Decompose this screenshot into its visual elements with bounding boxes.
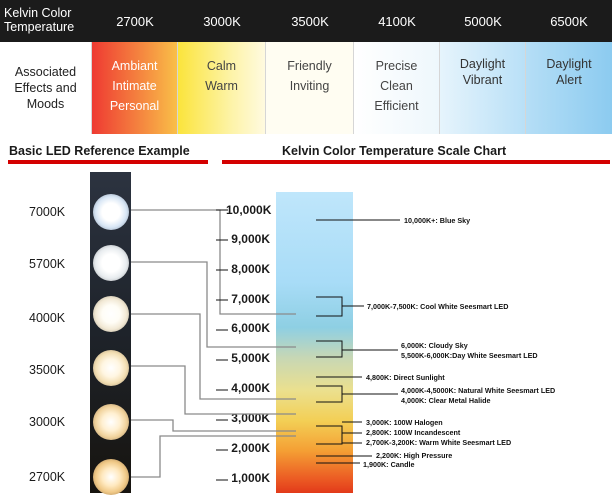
scale-label: 6,000K <box>231 321 270 335</box>
led-label: 3500K <box>29 363 66 377</box>
note-metal-halide: 4,000K: Clear Metal Halide <box>401 396 491 405</box>
title-underline-left <box>8 160 208 164</box>
led-label: 5700K <box>29 257 66 271</box>
header-6500k: 6500K <box>526 0 612 42</box>
note-warm-white: 2,700K-3,200K: Warm White Seesmart LED <box>366 438 512 447</box>
connector-3500k <box>131 365 296 415</box>
header-kelvin: 2700K <box>116 13 154 29</box>
scale-label: 10,000K <box>226 203 272 217</box>
led-reference-title: Basic LED Reference Example <box>9 144 190 158</box>
kelvin-scale-bar <box>276 192 353 493</box>
mood-cell-6500k: Daylight Alert <box>526 42 612 134</box>
note-blue-sky: 10,000K+: Blue Sky <box>404 216 471 225</box>
table-header-title: Kelvin Color Temperature <box>0 0 92 42</box>
header-kelvin: 3500K <box>291 13 329 29</box>
kelvin-mood-table: Kelvin Color Temperature 2700K 3000K 350… <box>0 0 612 136</box>
led-5700k <box>93 245 129 281</box>
mood-text: Inviting <box>289 79 330 93</box>
note-natural-white: 4,000K-4,5000K: Natural White Seesmart L… <box>401 386 556 395</box>
led-connectors <box>131 209 296 478</box>
header-title-text: Kelvin Color Temperature <box>4 6 75 34</box>
mood-text: Vibrant <box>462 73 503 87</box>
led-label: 2700K <box>29 470 66 484</box>
note-direct-sunlight: 4,800K: Direct Sunlight <box>366 373 445 382</box>
mood-text: Personal <box>109 99 160 113</box>
connector-4000k <box>131 313 296 400</box>
header-kelvin: 4100K <box>378 13 416 29</box>
note-cloudy-sky: 6,000K: Cloudy Sky <box>401 341 468 350</box>
pointer-cool-white <box>316 296 343 317</box>
led-3000k <box>93 404 129 440</box>
header-3000k: 3000K <box>178 0 266 42</box>
note-halogen: 3,000K: 100W Halogen <box>366 418 443 427</box>
mood-cell-5000k: Daylight Vibrant <box>440 42 526 134</box>
header-kelvin: 5000K <box>464 13 502 29</box>
pointer-natural-white <box>316 385 343 403</box>
note-candle: 1,900K: Candle <box>363 460 415 469</box>
note-high-pressure: 2,200K: High Pressure <box>376 451 453 460</box>
mood-text: Daylight <box>459 57 506 71</box>
mood-text: Efficient <box>374 99 419 113</box>
led-label: 7000K <box>29 205 66 219</box>
scale-label: 7,000K <box>231 292 270 306</box>
led-3500k <box>93 350 129 386</box>
row-label-text: Associated Effects and Moods <box>14 65 77 111</box>
led-label: 4000K <box>29 311 66 325</box>
header-kelvin: 6500K <box>550 13 588 29</box>
title-underline-right <box>222 160 610 164</box>
mood-cell-3500k: Friendly Inviting <box>266 42 354 134</box>
led-4000k <box>93 296 129 332</box>
connector-5700k <box>131 261 296 348</box>
note-pointers <box>316 219 400 464</box>
mood-text: Warm <box>205 79 238 93</box>
mood-text: Clean <box>380 79 413 93</box>
scale-label: 5,000K <box>231 351 270 365</box>
mood-text: Calm <box>206 59 237 73</box>
led-label: 3000K <box>29 415 66 429</box>
pointer-day-white <box>316 340 343 358</box>
led-7000k <box>93 194 129 230</box>
mood-text: Precise <box>375 59 418 73</box>
mood-cell-2700k: Ambiant Intimate Personal <box>92 42 178 134</box>
header-4100k: 4100K <box>354 0 440 42</box>
header-kelvin: 3000K <box>203 13 241 29</box>
scale-label: 8,000K <box>231 262 270 276</box>
mood-text: Friendly <box>287 59 332 73</box>
header-3500k: 3500K <box>266 0 354 42</box>
connector-2700k <box>131 435 296 478</box>
led-2700k <box>93 459 129 495</box>
scale-label: 1,000K <box>231 471 270 485</box>
mood-cell-3000k: Calm Warm <box>178 42 266 134</box>
connector-3000k <box>131 419 296 432</box>
header-2700k: 2700K <box>92 0 178 42</box>
scale-ticks <box>216 209 228 481</box>
mood-text: Daylight <box>546 57 592 71</box>
note-cool-white: 7,000K-7,500K: Cool White Seesmart LED <box>367 302 509 311</box>
scale-label: 2,000K <box>231 441 270 455</box>
scale-label: 9,000K <box>231 232 270 246</box>
note-day-white: 5,500K-6,000K:Day White Seesmart LED <box>401 351 538 360</box>
note-incandescent: 2,800K: 100W Incandescent <box>366 428 461 437</box>
mood-text: Intimate <box>112 79 157 93</box>
scale-label: 4,000K <box>231 381 270 395</box>
header-5000k: 5000K <box>440 0 526 42</box>
connector-7000k <box>131 209 296 315</box>
row-label-moods: Associated Effects and Moods <box>0 42 92 134</box>
mood-text: Ambiant <box>111 59 158 73</box>
scale-chart-title: Kelvin Color Temperature Scale Chart <box>282 144 507 158</box>
pointer-warm-white <box>316 425 343 445</box>
mood-text: Alert <box>556 73 582 87</box>
mood-cell-4100k: Precise Clean Efficient <box>354 42 440 134</box>
